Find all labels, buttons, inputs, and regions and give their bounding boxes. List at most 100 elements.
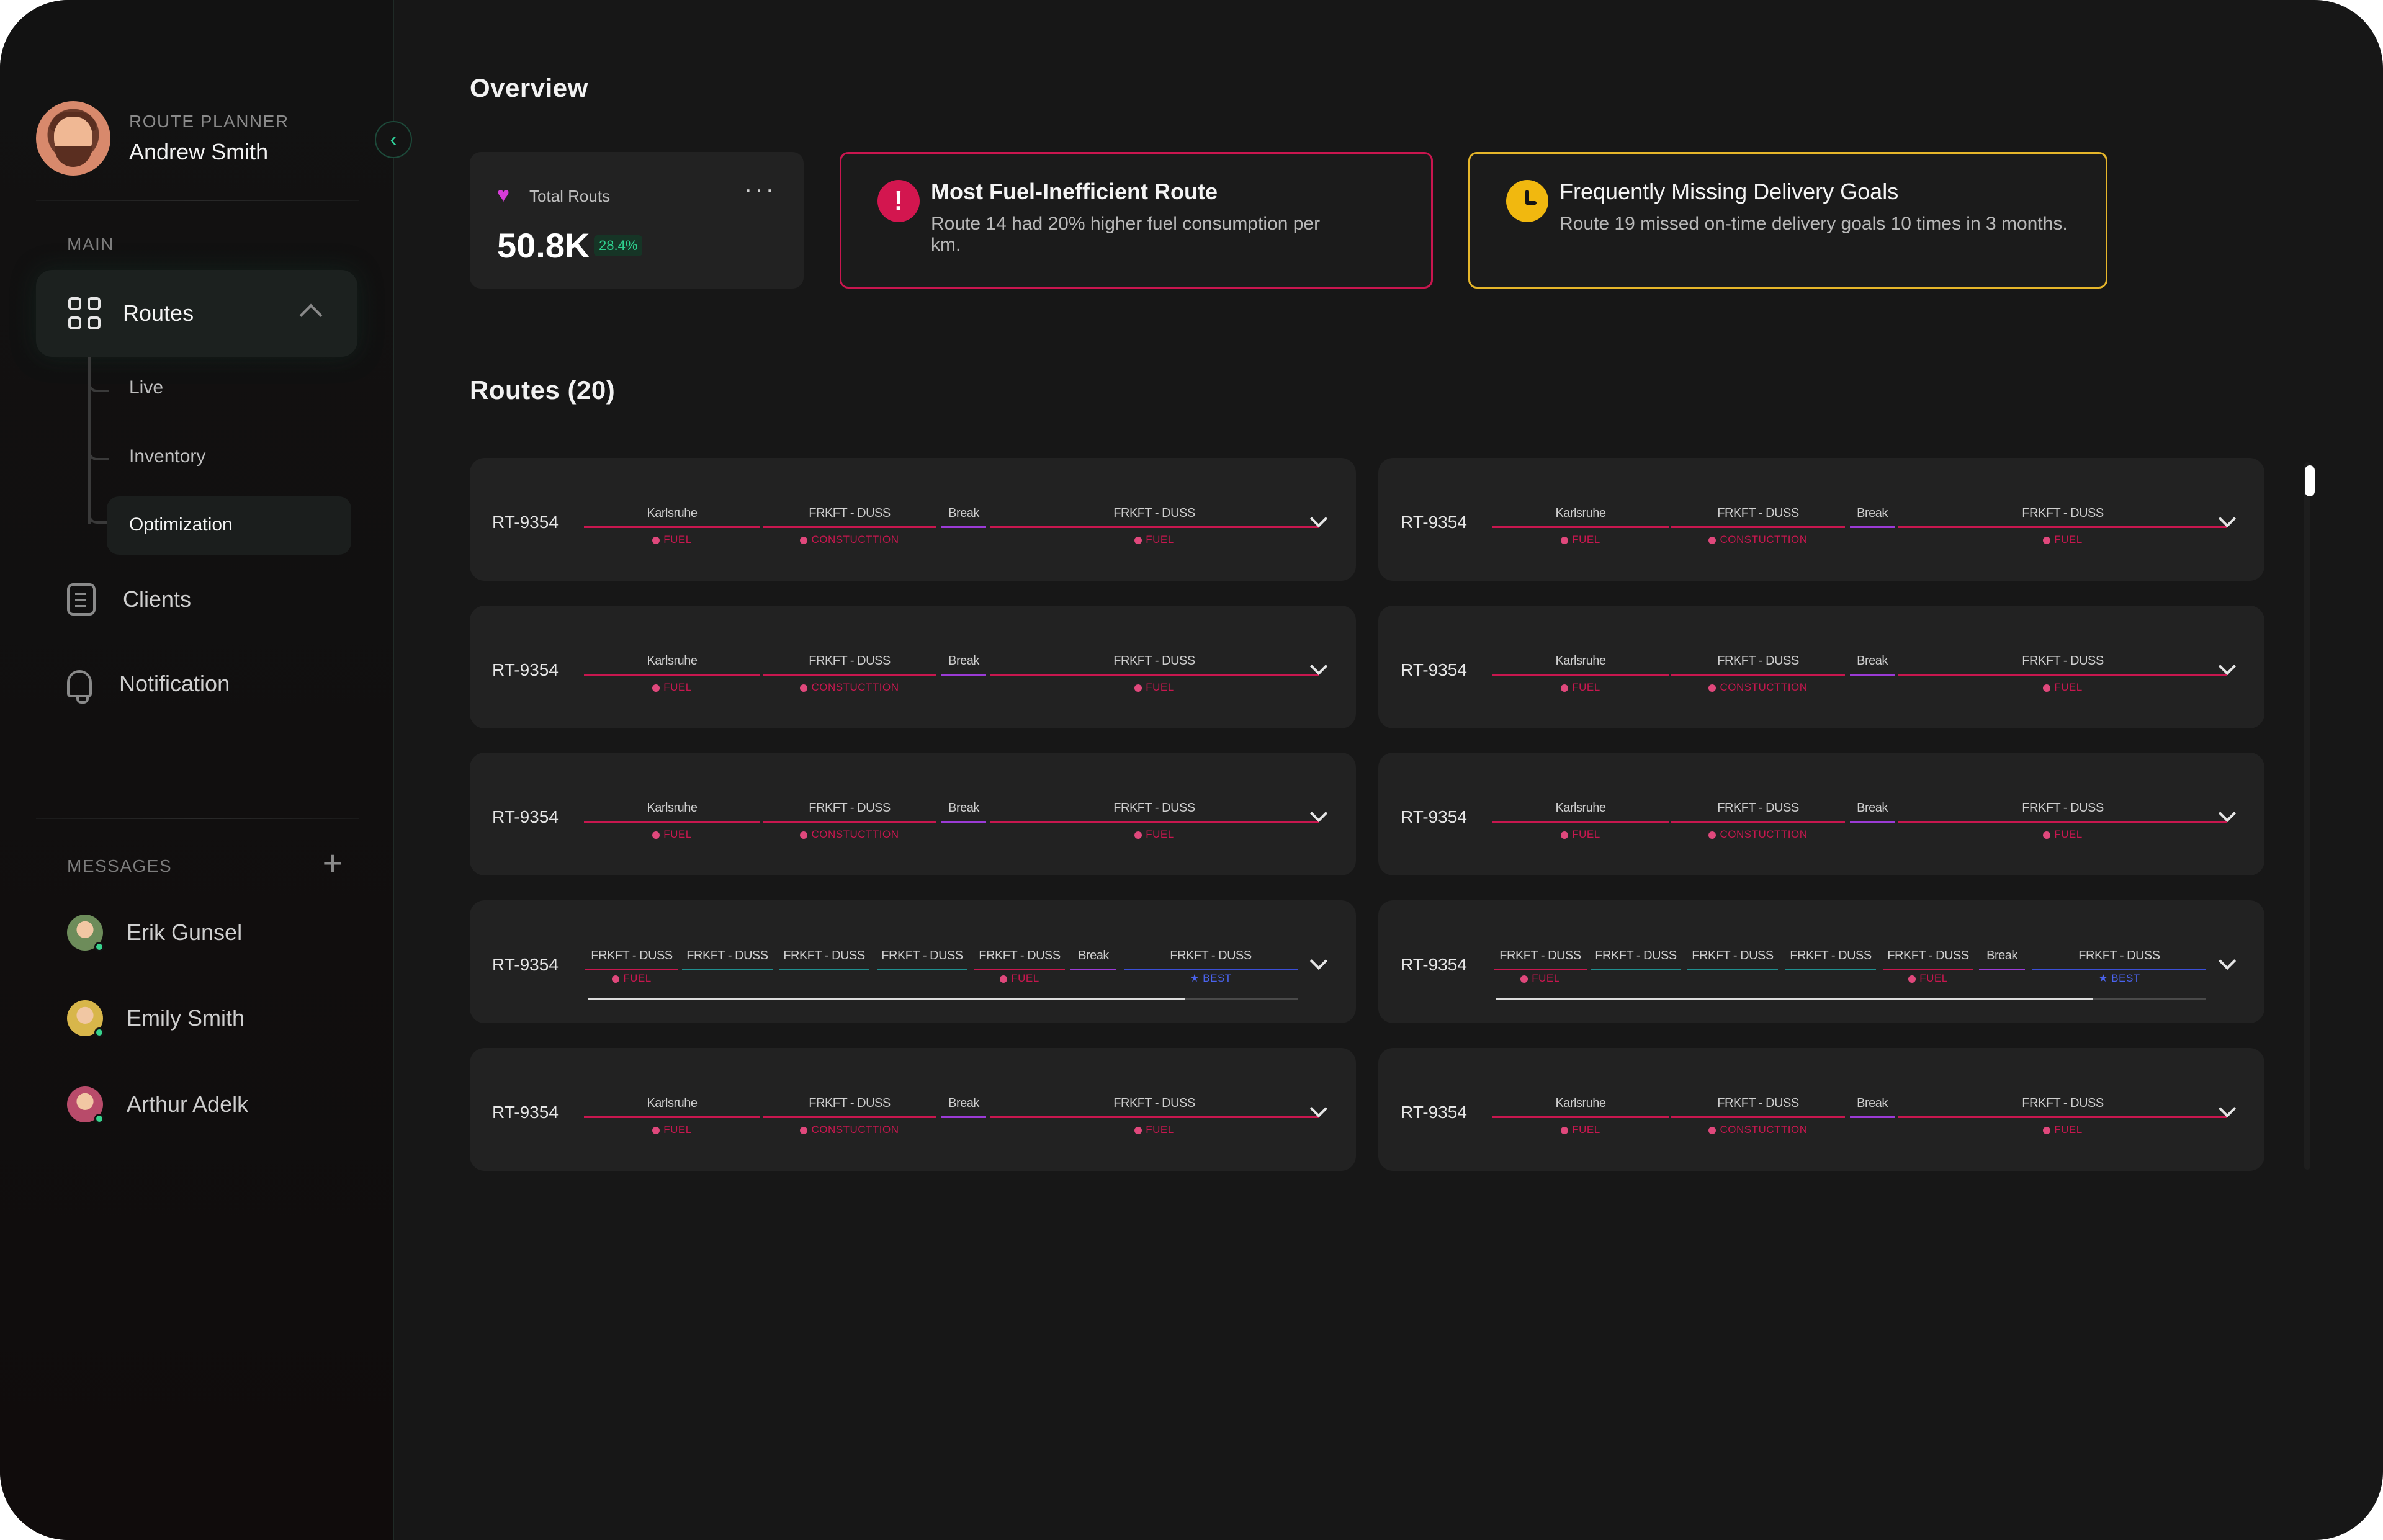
segment-label: FRKFT - DUSS <box>1595 949 1677 962</box>
route-segment[interactable]: FRKFT - DUSS FUEL <box>974 949 1065 995</box>
segment-label: FRKFT - DUSS <box>1887 949 1969 962</box>
segment-label: FRKFT - DUSS <box>1113 506 1195 520</box>
route-segment[interactable]: FRKFT - DUSS FUEL <box>1898 654 2227 700</box>
route-card[interactable]: RT-9354 Karlsruhe FUEL FRKFT - DUSS CONSTUCT… <box>1378 1048 2264 1171</box>
scrollbar-thumb[interactable] <box>2305 465 2315 496</box>
sidebar-item-notification[interactable]: Notification <box>67 670 230 704</box>
segment-line <box>941 674 986 676</box>
route-segment[interactable]: Break <box>1850 654 1895 700</box>
route-segment[interactable]: Break <box>1070 949 1116 995</box>
route-segment[interactable]: Karlsruhe FUEL <box>1492 801 1669 847</box>
chevron-down-icon[interactable] <box>2218 952 2237 970</box>
route-segment[interactable]: FRKFT - DUSS CONSTUCTTION <box>1671 1096 1845 1142</box>
route-segment[interactable]: FRKFT - DUSS CONSTUCTTION <box>763 1096 936 1142</box>
route-segment[interactable]: FRKFT - DUSS <box>1687 949 1778 995</box>
collapse-sidebar-button[interactable]: ‹ <box>375 121 412 158</box>
chevron-up-icon[interactable] <box>299 303 323 327</box>
route-segment[interactable]: Karlsruhe FUEL <box>584 506 760 552</box>
online-status-icon <box>94 1027 104 1037</box>
message-item[interactable]: Emily Smith <box>67 1000 245 1037</box>
route-progress-fill <box>588 998 1185 1000</box>
route-segment[interactable]: Break <box>941 654 986 700</box>
missing-goals-alert[interactable]: Frequently Missing Delivery Goals Route … <box>1468 152 2107 289</box>
route-card[interactable]: RT-9354 Karlsruhe FUEL FRKFT - DUSS CONSTUCT… <box>1378 606 2264 728</box>
sidebar-subitem-optimization[interactable]: Optimization <box>129 514 233 535</box>
route-segment[interactable]: Break <box>941 506 986 552</box>
route-segment[interactable]: FRKFT - DUSS FUEL <box>990 506 1319 552</box>
profile[interactable]: ROUTE PLANNER Andrew Smith <box>36 101 289 176</box>
fuel-inefficient-alert[interactable]: ! Most Fuel-Inefficient Route Route 14 h… <box>840 152 1433 289</box>
message-item[interactable]: Arthur Adelk <box>67 1086 248 1124</box>
sidebar-subitem-active-bg <box>107 496 351 555</box>
route-card[interactable]: RT-9354 FRKFT - DUSS FUEL FRKFT - DUSS FRKFT… <box>470 900 1356 1023</box>
add-message-button[interactable]: + <box>322 843 343 882</box>
route-segment[interactable]: Break <box>1850 1096 1895 1142</box>
sidebar-item-routes[interactable]: Routes <box>36 270 357 357</box>
route-segment[interactable]: FRKFT - DUSS FUEL <box>990 801 1319 847</box>
route-segment[interactable]: FRKFT - DUSS <box>1785 949 1876 995</box>
chevron-down-icon[interactable] <box>1309 952 1328 970</box>
route-segment[interactable]: Break <box>941 801 986 847</box>
route-segment[interactable]: FRKFT - DUSS <box>779 949 869 995</box>
issue-tag: CONSTUCTTION <box>1671 681 1845 694</box>
route-segment[interactable]: Karlsruhe FUEL <box>584 1096 760 1142</box>
route-id: RT-9354 <box>492 660 559 679</box>
route-segment[interactable]: Karlsruhe FUEL <box>1492 654 1669 700</box>
segment-label: Break <box>948 1096 979 1110</box>
route-card[interactable]: RT-9354 Karlsruhe FUEL FRKFT - DUSS CONSTUCT… <box>470 753 1356 875</box>
route-segment[interactable]: FRKFT - DUSS CONSTUCTTION <box>1671 801 1845 847</box>
route-card[interactable]: RT-9354 Karlsruhe FUEL FRKFT - DUSS CONSTUCT… <box>470 1048 1356 1171</box>
route-segment[interactable]: Karlsruhe FUEL <box>1492 1096 1669 1142</box>
tag-label: FUEL <box>1919 972 1948 984</box>
route-card[interactable]: RT-9354 FRKFT - DUSS FUEL FRKFT - DUSS FRKFT… <box>1378 900 2264 1023</box>
route-segment[interactable]: FRKFT - DUSS CONSTUCTTION <box>1671 506 1845 552</box>
route-segment[interactable]: FRKFT - DUSS ★ BEST <box>2032 949 2206 995</box>
issue-tag: FUEL <box>584 681 760 694</box>
route-segment[interactable]: Break <box>941 1096 986 1142</box>
route-segment[interactable]: FRKFT - DUSS FUEL <box>990 654 1319 700</box>
route-segment[interactable]: FRKFT - DUSS CONSTUCTTION <box>763 506 936 552</box>
sidebar-subitem-live[interactable]: Live <box>129 377 164 398</box>
tag-label: CONSTUCTTION <box>1720 534 1808 545</box>
route-segment[interactable]: FRKFT - DUSS FUEL <box>990 1096 1319 1142</box>
sidebar-item-clients[interactable]: Clients <box>67 583 191 616</box>
route-segment[interactable]: FRKFT - DUSS FUEL <box>1883 949 1973 995</box>
route-segment[interactable]: Break <box>1979 949 2025 995</box>
route-segment[interactable]: FRKFT - DUSS CONSTUCTTION <box>1671 654 1845 700</box>
issue-tag: FUEL <box>584 534 760 546</box>
route-segment[interactable]: Break <box>1850 506 1895 552</box>
message-item[interactable]: Erik Gunsel <box>67 915 242 952</box>
segment-line <box>584 526 760 528</box>
route-segment[interactable]: FRKFT - DUSS FUEL <box>1898 801 2227 847</box>
route-card[interactable]: RT-9354 Karlsruhe FUEL FRKFT - DUSS CONSTUCT… <box>470 458 1356 581</box>
stat-label: Total Routs <box>529 187 611 205</box>
route-id: RT-9354 <box>1401 660 1467 679</box>
route-segment[interactable]: FRKFT - DUSS <box>877 949 967 995</box>
route-segment[interactable]: Break <box>1850 801 1895 847</box>
route-segment[interactable]: FRKFT - DUSS FUEL <box>1898 506 2227 552</box>
more-options-icon[interactable]: ··· <box>744 176 776 203</box>
route-segment[interactable]: Karlsruhe FUEL <box>584 654 760 700</box>
route-card[interactable]: RT-9354 Karlsruhe FUEL FRKFT - DUSS CONSTUCT… <box>1378 753 2264 875</box>
route-segment[interactable]: FRKFT - DUSS CONSTUCTTION <box>763 801 936 847</box>
total-routes-card: ♥ Total Routs ··· 50.8K 28.4% <box>470 152 804 289</box>
tag-label: CONSTUCTTION <box>811 1124 899 1135</box>
scrollbar-track[interactable] <box>2304 462 2310 1170</box>
route-segment[interactable]: FRKFT - DUSS ★ BEST <box>1124 949 1298 995</box>
sidebar-subitem-inventory[interactable]: Inventory <box>129 446 206 467</box>
issue-tag: CONSTUCTTION <box>763 828 936 841</box>
route-card[interactable]: RT-9354 Karlsruhe FUEL FRKFT - DUSS CONSTUCT… <box>470 606 1356 728</box>
route-card[interactable]: RT-9354 Karlsruhe FUEL FRKFT - DUSS CONSTUCT… <box>1378 458 2264 581</box>
route-segment[interactable]: Karlsruhe FUEL <box>584 801 760 847</box>
route-segment[interactable]: FRKFT - DUSS FUEL <box>1494 949 1587 995</box>
route-segment[interactable]: FRKFT - DUSS CONSTUCTTION <box>763 654 936 700</box>
issue-tag: FUEL <box>1883 972 1973 985</box>
route-segment[interactable]: FRKFT - DUSS FUEL <box>1898 1096 2227 1142</box>
avatar <box>67 915 104 952</box>
route-segment[interactable]: FRKFT - DUSS FUEL <box>585 949 678 995</box>
tag-label: FUEL <box>1572 1124 1600 1135</box>
route-segment[interactable]: Karlsruhe FUEL <box>1492 506 1669 552</box>
route-segment[interactable]: FRKFT - DUSS <box>1591 949 1681 995</box>
route-segment[interactable]: FRKFT - DUSS <box>682 949 773 995</box>
sidebar-item-label: Notification <box>119 671 230 696</box>
